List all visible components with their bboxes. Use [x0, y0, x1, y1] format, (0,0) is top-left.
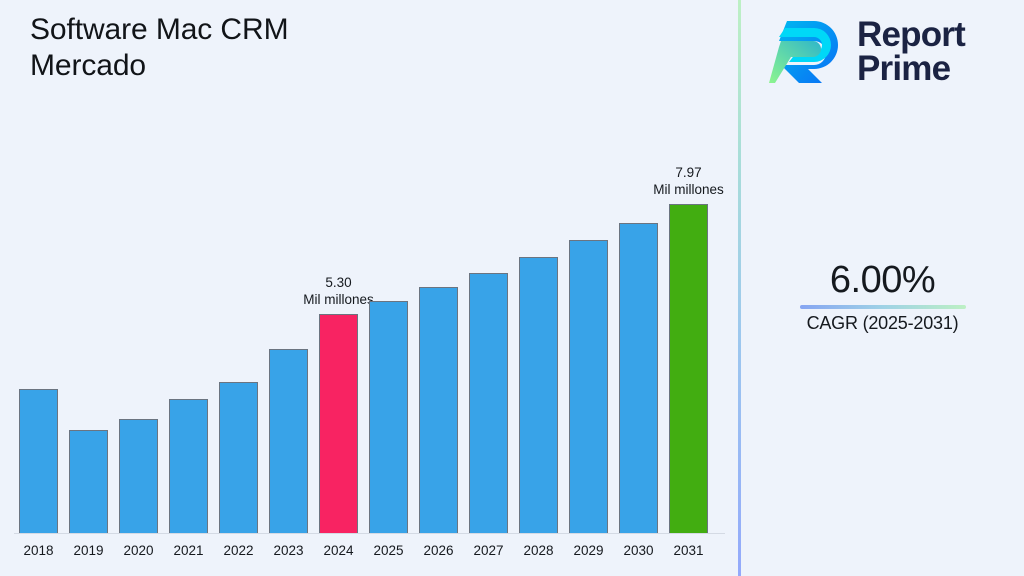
- bar-2021[interactable]: [169, 399, 208, 533]
- panel-divider: [738, 0, 741, 576]
- cagr-caption: CAGR (2025-2031): [806, 313, 959, 333]
- x-tick-label-2025: 2025: [373, 543, 404, 558]
- x-tick-label-2026: 2026: [423, 543, 454, 558]
- bar-value-label-2031: 7.97 Mil millones: [653, 165, 724, 197]
- bar-2026[interactable]: [419, 287, 458, 533]
- bar-2022[interactable]: [219, 382, 258, 533]
- x-tick-label-2030: 2030: [623, 543, 654, 558]
- x-tick-label-2023: 2023: [273, 543, 304, 558]
- bar-2019[interactable]: [69, 430, 108, 533]
- x-tick-label-2021: 2021: [173, 543, 204, 558]
- x-tick-label-2031: 2031: [673, 543, 704, 558]
- page-title: Software Mac CRM Mercado: [30, 13, 289, 82]
- bar-2028[interactable]: [519, 257, 558, 533]
- bar-2027[interactable]: [469, 273, 508, 533]
- bar-2029[interactable]: [569, 240, 608, 533]
- x-tick-label-2018: 2018: [23, 543, 54, 558]
- x-tick-label-2020: 2020: [123, 543, 154, 558]
- report-prime-logo-text: Report Prime: [857, 15, 966, 88]
- bar-2024[interactable]: [319, 314, 358, 533]
- x-tick-label-2024: 2024: [323, 543, 354, 558]
- cagr-value: 6.00%: [829, 259, 936, 301]
- bar-2031[interactable]: [669, 204, 708, 533]
- x-tick-label-2027: 2027: [473, 543, 504, 558]
- bar-2020[interactable]: [119, 419, 158, 533]
- x-axis-line: [14, 533, 725, 534]
- bar-2018[interactable]: [19, 389, 58, 533]
- bar-2023[interactable]: [269, 349, 308, 533]
- x-tick-label-2022: 2022: [223, 543, 254, 558]
- x-tick-label-2019: 2019: [73, 543, 104, 558]
- cagr-gradient-rule: [799, 305, 966, 309]
- cagr-block: 6.00% CAGR (2025-2031): [741, 258, 1024, 335]
- bar-2030[interactable]: [619, 223, 658, 533]
- x-tick-label-2028: 2028: [523, 543, 554, 558]
- bar-chart-plot: 2018 2019 2020 2021 2022 2023 2024 5.30 Mil mil…: [14, 165, 725, 558]
- x-tick-label-2029: 2029: [573, 543, 604, 558]
- brand-panel: Report Prime 6.00% CAGR (2025-2031): [741, 0, 1024, 576]
- bar-2025[interactable]: [369, 301, 408, 533]
- report-prime-logo: Report Prime: [769, 12, 1014, 92]
- chart-panel: Software Mac CRM Mercado 2018 2019 2020 202…: [14, 13, 725, 558]
- report-prime-logo-icon: [769, 21, 838, 83]
